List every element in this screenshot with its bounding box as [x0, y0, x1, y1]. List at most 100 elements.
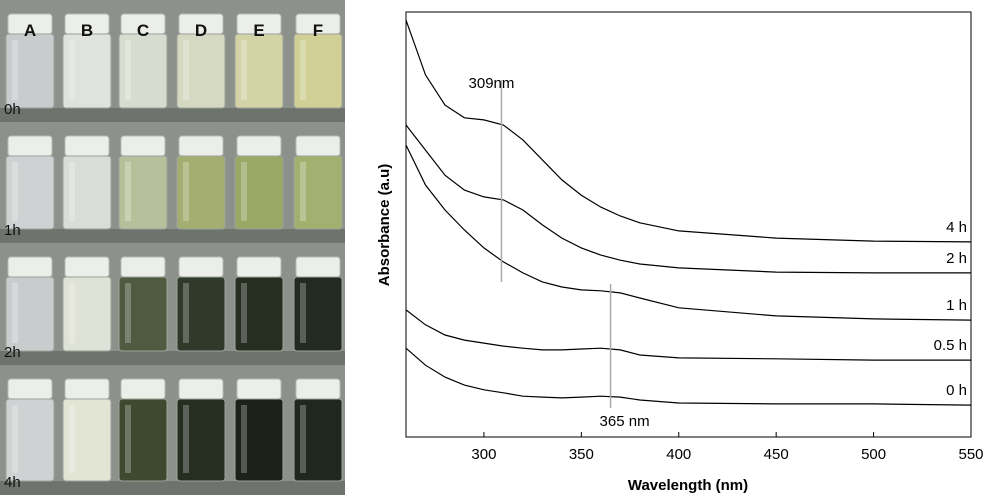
vial-glare [12, 40, 18, 100]
vial-cap [295, 135, 341, 157]
vial-body [5, 33, 55, 109]
shelf [0, 229, 345, 243]
vial-glare [241, 283, 247, 343]
vial-body [234, 276, 284, 352]
vial-body [118, 398, 168, 482]
vial-body [293, 155, 343, 230]
column-label: C [137, 21, 149, 40]
vial-body [176, 33, 226, 109]
annotation-text: 309nm [469, 75, 515, 92]
vial-cap [236, 256, 282, 278]
vial-cap [178, 378, 224, 400]
vial-glare [183, 405, 189, 473]
vial-glare [12, 405, 18, 473]
series-line [405, 347, 972, 406]
column-label: D [195, 21, 207, 40]
shelf [0, 351, 345, 365]
vial-body [5, 276, 55, 352]
x-tick-label: 350 [569, 446, 594, 463]
series-line [405, 124, 971, 274]
photo-panel: 0h 1h 2h 4h A B C D E F [0, 13, 345, 495]
x-tick-label: 450 [764, 446, 789, 463]
series-label: 1 h [946, 297, 967, 314]
column-label: A [24, 21, 36, 40]
x-tick-label: 500 [861, 446, 886, 463]
vial-body [176, 276, 226, 352]
y-axis-title: Absorbance (a.u) [376, 164, 393, 287]
vial-body [293, 398, 343, 482]
vial-glare [241, 162, 247, 221]
vial-cap [178, 256, 224, 278]
vial-body [234, 33, 284, 109]
column-label: F [313, 21, 323, 40]
vial-body [62, 276, 112, 352]
vial-cap [120, 135, 166, 157]
vial-body [5, 398, 55, 482]
vial-glare [125, 162, 131, 221]
series-line [405, 309, 971, 361]
vial-glare [12, 283, 18, 343]
vial-glare [125, 405, 131, 473]
vial-glare [69, 40, 75, 100]
vial-cap [7, 256, 53, 278]
row-label: 2h [4, 344, 21, 361]
row-label: 1h [4, 222, 21, 239]
vial-glare [125, 283, 131, 343]
vial-glare [69, 283, 75, 343]
vial-body [176, 155, 226, 230]
vial-glare [300, 40, 306, 100]
x-tick-label: 400 [666, 446, 691, 463]
vial-glare [125, 40, 131, 100]
vial-cap [7, 135, 53, 157]
row-label: 4h [4, 474, 21, 491]
series-label: 0 h [946, 382, 967, 399]
vial-body [62, 33, 112, 109]
column-label: B [81, 21, 93, 40]
column-label: E [253, 21, 264, 40]
annotation-text: 365 nm [600, 413, 650, 430]
vial-cap [120, 378, 166, 400]
vial-cap [64, 256, 110, 278]
vial-body [118, 155, 168, 230]
vial-glare [300, 283, 306, 343]
vial-body [234, 398, 284, 482]
series-label: 0.5 h [934, 337, 967, 354]
vial-cap [64, 378, 110, 400]
vial-glare [69, 162, 75, 221]
vial-body [118, 276, 168, 352]
vial-glare [183, 283, 189, 343]
vial-body [234, 155, 284, 230]
vial-body [62, 155, 112, 230]
vial-glare [241, 40, 247, 100]
plot-frame [405, 11, 972, 438]
series-line [405, 144, 972, 321]
vial-cap [236, 135, 282, 157]
vial-cap [295, 256, 341, 278]
photo-background [0, 0, 345, 495]
x-tick-label: 300 [471, 446, 496, 463]
series-label: 4 h [946, 219, 967, 236]
vial-cap [64, 135, 110, 157]
vial-glare [300, 162, 306, 221]
vial-body [176, 398, 226, 482]
vial-cap [120, 256, 166, 278]
shelf [0, 481, 345, 495]
vial-cap [236, 378, 282, 400]
vial-body [293, 276, 343, 352]
vial-glare [183, 162, 189, 221]
series-label: 2 h [946, 250, 967, 267]
shelf [0, 108, 345, 122]
x-tick-label: 550 [958, 446, 983, 463]
vial-body [5, 155, 55, 230]
vial-glare [300, 405, 306, 473]
vial-glare [69, 405, 75, 473]
vial-body [62, 398, 112, 482]
vial-glare [12, 162, 18, 221]
vial-cap [7, 378, 53, 400]
vial-cap [178, 135, 224, 157]
series-line [405, 19, 972, 243]
vial-body [293, 33, 343, 109]
x-axis-title: Wavelength (nm) [628, 477, 748, 494]
vial-glare [241, 405, 247, 473]
